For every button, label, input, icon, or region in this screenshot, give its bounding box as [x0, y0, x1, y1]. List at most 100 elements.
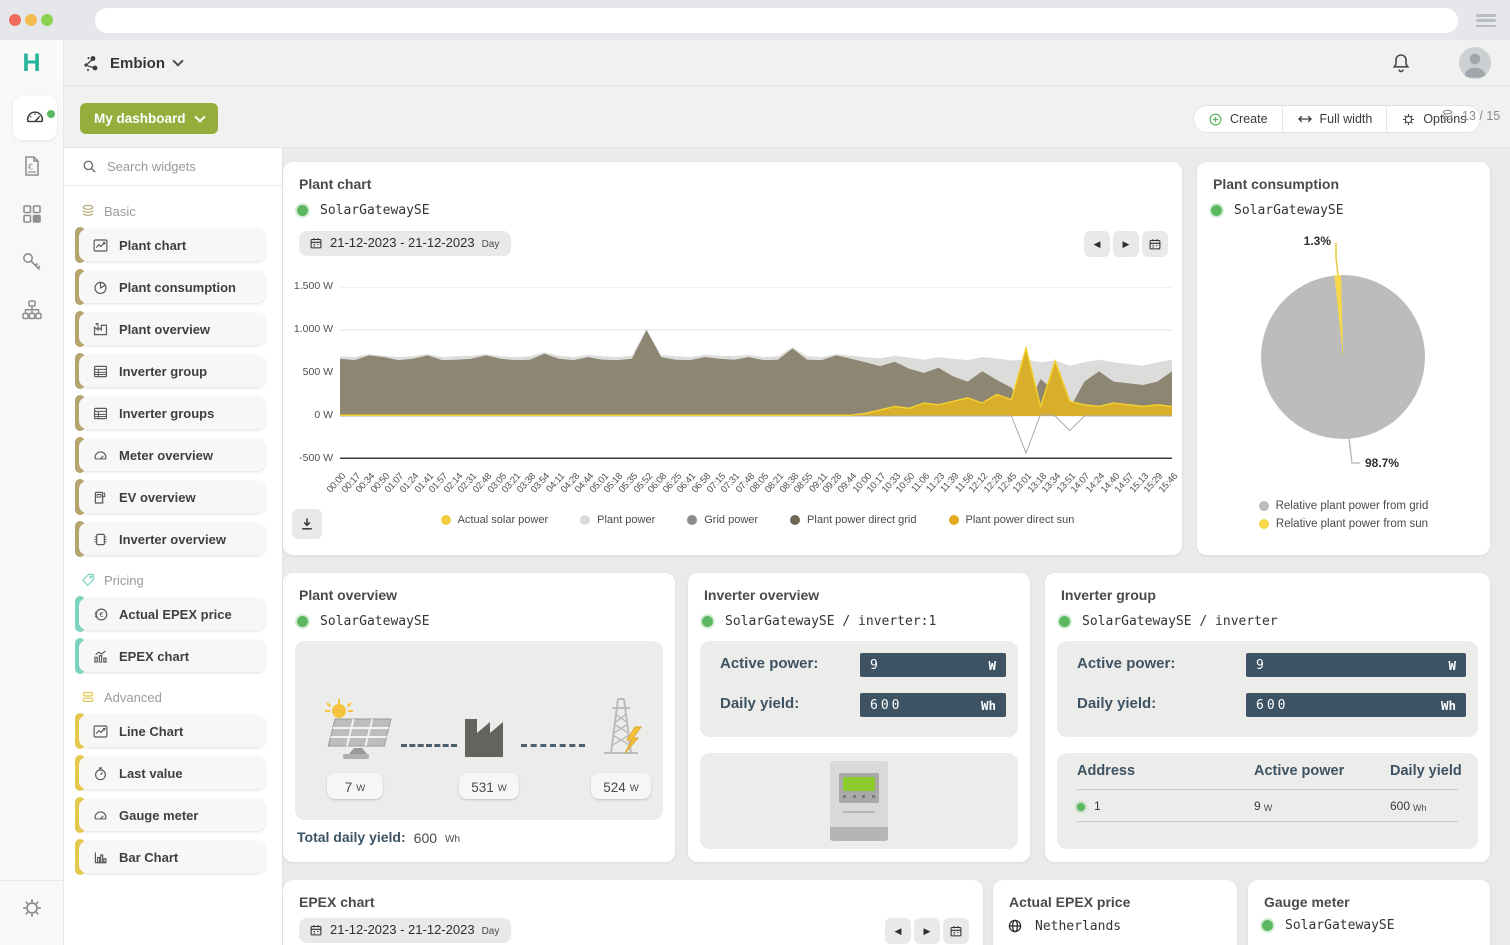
widget-item-actual-epex-price[interactable]: Actual EPEX price [79, 598, 265, 630]
section-header-basic: Basic [80, 203, 266, 219]
active-power-value: 9 W [1246, 653, 1466, 677]
card-title: EPEX chart [299, 894, 374, 910]
widget-item-meter-overview[interactable]: Meter overview [79, 439, 265, 471]
solar-panel-icon [313, 697, 397, 761]
widget-item-plant-chart[interactable]: Plant chart [79, 229, 265, 261]
widget-item-inverter-group[interactable]: Inverter group [79, 355, 265, 387]
tag-icon [80, 572, 96, 588]
plant-chart-plot[interactable] [340, 287, 1172, 459]
widget-item-line-chart[interactable]: Line Chart [79, 715, 265, 747]
widget-count: 13 / 15 [1440, 108, 1500, 123]
legend-item-relative-plant-power-from-sun[interactable]: Relative plant power from sun [1259, 518, 1428, 530]
calendar-button[interactable] [1142, 231, 1168, 257]
widget-item-inverter-groups[interactable]: Inverter groups [79, 397, 265, 429]
widget-item-ev-overview[interactable]: EV overview [79, 481, 265, 513]
section-header-pricing: Pricing [80, 572, 266, 588]
table-row-address[interactable]: 1 [1077, 799, 1101, 813]
inverter-icon [92, 531, 109, 548]
card-title: Plant consumption [1213, 176, 1339, 192]
epex-chart-card: EPEX chart 21-12-2023 - 21-12-2023 Day ◀… [283, 880, 983, 945]
active-power-label: Active power: [1077, 655, 1175, 672]
consumption-legend: Relative plant power from grid Relative … [1197, 500, 1490, 530]
app-logo[interactable]: H [0, 40, 64, 86]
pie-label-grid: 98.7% [1365, 456, 1399, 470]
next-period-button[interactable]: ▶ [914, 918, 940, 944]
daily-yield-label: Daily yield: [720, 695, 799, 712]
card-title: Inverter overview [704, 587, 819, 603]
y-tick-label: 500 W [283, 366, 333, 378]
calendar-icon [949, 924, 963, 938]
plant-chart-card: Plant chart SolarGatewaySE 21-12-2023 - … [283, 162, 1182, 555]
next-period-button[interactable]: ▶ [1113, 231, 1139, 257]
date-range-picker[interactable]: 21-12-2023 - 21-12-2023 Day [299, 918, 511, 943]
active-indicator-dot [47, 110, 55, 118]
table-row-active-power: 9 W [1254, 799, 1272, 813]
full-width-button[interactable]: Full width [1282, 106, 1387, 132]
line-chart-icon [92, 237, 109, 254]
invoice-icon[interactable] [20, 154, 44, 178]
widget-item-last-value[interactable]: Last value [79, 757, 265, 789]
widget-item-plant-overview[interactable]: Plant overview [79, 313, 265, 345]
browser-menu-icon[interactable] [1476, 14, 1496, 27]
minimize-button[interactable] [25, 14, 37, 26]
table-row-daily-yield: 600 Wh [1390, 799, 1427, 813]
legend-item-plant-power[interactable]: Plant power [580, 514, 655, 526]
consumption-pie[interactable] [1261, 275, 1425, 439]
download-chart-button[interactable] [292, 509, 322, 539]
bar-chart-icon [92, 849, 109, 866]
prev-period-button[interactable]: ◀ [1084, 231, 1110, 257]
dashboard-selector-button[interactable]: My dashboard [80, 103, 218, 134]
card-title: Gauge meter [1264, 894, 1350, 910]
chart-date-nav: ◀ ▶ [1084, 231, 1168, 257]
status-dot [1262, 920, 1273, 931]
inverter-group-card: Inverter group SolarGatewaySE / inverter… [1045, 573, 1490, 862]
device-row: SolarGatewaySE [1262, 918, 1395, 933]
globe-icon [1007, 918, 1023, 934]
search-input[interactable] [107, 159, 257, 174]
widget-search [64, 148, 282, 186]
widget-item-gauge-meter[interactable]: Gauge meter [79, 799, 265, 831]
notifications-button[interactable] [1389, 51, 1413, 75]
legend-item-grid-power[interactable]: Grid power [687, 514, 758, 526]
line-chart-icon [92, 723, 109, 740]
widget-item-epex-chart[interactable]: EPEX chart [79, 640, 265, 672]
status-dot [297, 616, 308, 627]
widget-item-bar-chart[interactable]: Bar Chart [79, 841, 265, 873]
widget-item-plant-consumption[interactable]: Plant consumption [79, 271, 265, 303]
settings-gear-icon[interactable] [20, 896, 44, 920]
device-name: SolarGatewaySE [1285, 918, 1395, 933]
sitemap-icon[interactable] [20, 298, 44, 322]
legend-item-relative-plant-power-from-grid[interactable]: Relative plant power from grid [1259, 500, 1429, 512]
status-dot [702, 616, 713, 627]
actual-epex-price-card: Actual EPEX price Netherlands [993, 880, 1237, 945]
device-row: SolarGatewaySE [1211, 203, 1344, 218]
region-name: Netherlands [1035, 919, 1121, 934]
legend-item-actual-solar-power[interactable]: Actual solar power [441, 514, 549, 526]
nav-dashboards[interactable] [13, 96, 57, 140]
key-icon[interactable] [20, 250, 44, 274]
zoom-button[interactable] [41, 14, 53, 26]
pie-chart-icon [92, 279, 109, 296]
device-name: SolarGatewaySE / inverter:1 [725, 614, 936, 629]
rail-divider [0, 880, 63, 881]
legend-dot [687, 515, 697, 525]
widget-item-inverter-overview[interactable]: Inverter overview [79, 523, 265, 555]
daily-yield-value: 600 Wh [860, 693, 1006, 717]
stack-icon [80, 689, 96, 705]
org-switcher[interactable]: Embion [82, 40, 182, 86]
create-button[interactable]: Create [1194, 106, 1282, 132]
dashboard-actions: Create Full width Options [1193, 105, 1481, 133]
plant-power-value: 531 W [459, 773, 519, 799]
prev-period-button[interactable]: ◀ [885, 918, 911, 944]
person-icon [1459, 47, 1491, 79]
avatar[interactable] [1459, 47, 1491, 79]
solar-power-value: 7 W [327, 773, 383, 799]
legend-item-plant-power-direct-grid[interactable]: Plant power direct grid [790, 514, 916, 526]
legend-item-plant-power-direct-sun[interactable]: Plant power direct sun [949, 514, 1075, 526]
calendar-button[interactable] [943, 918, 969, 944]
close-button[interactable] [9, 14, 21, 26]
url-bar[interactable] [95, 8, 1458, 33]
apps-icon[interactable] [20, 202, 44, 226]
chart-date-nav: ◀ ▶ [885, 918, 969, 944]
legend-dot [1259, 519, 1269, 529]
